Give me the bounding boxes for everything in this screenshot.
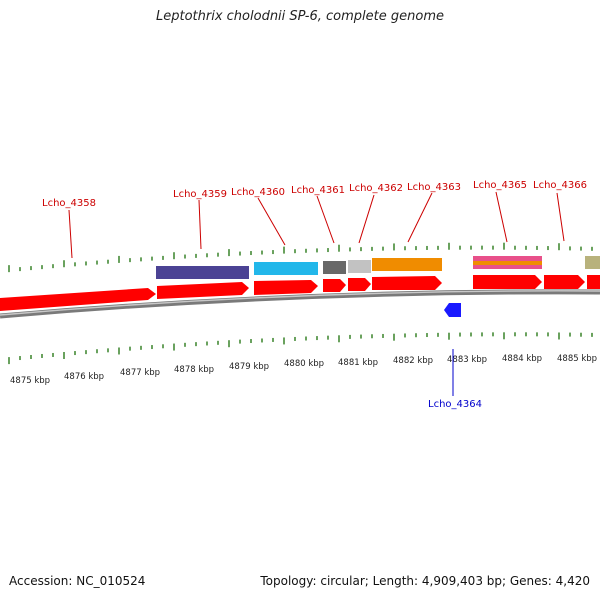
cds-arrow (348, 278, 371, 291)
feature-bar (473, 265, 542, 269)
feature-track (156, 256, 600, 279)
leader-line (198, 199, 202, 250)
cds-arrow (587, 275, 600, 289)
feature-bar (254, 262, 318, 275)
gene-label: Lcho_4359 (173, 189, 227, 200)
scale-label: 4879 kbp (229, 362, 269, 372)
accession-text: Accession: NC_010524 (9, 574, 146, 588)
cds-arrow (323, 279, 346, 292)
leader-line (316, 195, 335, 244)
gene-label: Lcho_4361 (291, 185, 345, 196)
cds-arrow (0, 288, 156, 311)
leader-line (407, 192, 433, 243)
label-leaders (68, 191, 565, 259)
scale-label: 4885 kbp (557, 354, 597, 364)
cds-arrow (544, 275, 585, 289)
cds-arrow-reverse (444, 303, 461, 317)
feature-bar (372, 258, 442, 271)
scale-label: 4880 kbp (284, 359, 324, 369)
feature-bar (323, 261, 346, 274)
cds-arrow (473, 275, 542, 289)
cds-arrow (254, 280, 318, 295)
leader-line (556, 192, 565, 242)
leader-line (358, 194, 375, 244)
gene-label-reverse: Lcho_4364 (428, 399, 482, 410)
feature-bar (585, 256, 600, 269)
inner-ticks (8, 332, 593, 365)
outer-ticks (8, 242, 593, 273)
gene-label: Lcho_4363 (407, 182, 461, 193)
scale-label: 4875 kbp (10, 376, 50, 386)
gene-label: Lcho_4358 (42, 198, 96, 209)
scale-label: 4883 kbp (447, 355, 487, 365)
gene-label: Lcho_4360 (231, 187, 285, 198)
leader-line (68, 209, 73, 259)
gene-label: Lcho_4362 (349, 183, 403, 194)
forward-cds-track (0, 275, 600, 311)
leader-line (495, 191, 508, 243)
scale-label: 4884 kbp (502, 354, 542, 364)
cds-arrow (157, 282, 249, 299)
feature-bar (348, 260, 371, 273)
scale-labels: 4875 kbp 4876 kbp 4877 kbp 4878 kbp 4879… (10, 354, 597, 386)
scale-label: 4876 kbp (64, 372, 104, 382)
gene-label: Lcho_4365 (473, 180, 527, 191)
leader-line (257, 197, 286, 246)
feature-bar (473, 256, 542, 261)
gene-label: Lcho_4366 (533, 180, 587, 191)
gene-labels: Lcho_4358 Lcho_4359 Lcho_4360 Lcho_4361 … (42, 180, 587, 410)
cds-arrow (372, 276, 442, 290)
scale-label: 4882 kbp (393, 356, 433, 366)
scale-label: 4877 kbp (120, 368, 160, 378)
genome-backbone (0, 289, 600, 319)
scale-label: 4881 kbp (338, 358, 378, 368)
genome-backbone-highlight (0, 290, 600, 316)
scale-label: 4878 kbp (174, 365, 214, 375)
feature-bar (473, 261, 542, 265)
map-title: Leptothrix cholodnii SP-6, complete geno… (156, 9, 444, 24)
topology-text: Topology: circular; Length: 4,909,403 bp… (260, 574, 590, 588)
feature-bar (156, 266, 249, 279)
